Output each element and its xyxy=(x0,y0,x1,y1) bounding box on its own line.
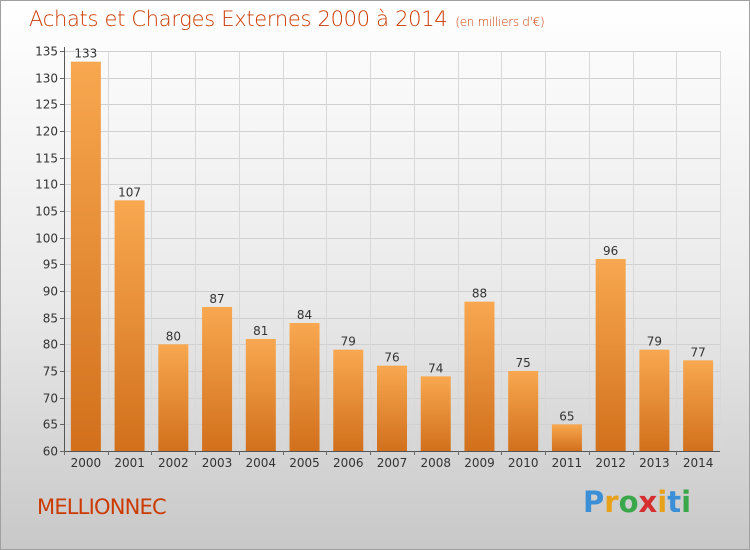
data-label: 75 xyxy=(516,356,531,370)
x-tick-label: 2013 xyxy=(639,456,670,470)
data-label: 79 xyxy=(647,335,662,349)
bar xyxy=(595,259,626,451)
data-labels: 133 107 80 87 81 84 79 76 74 88 75 65 96 79 77 xyxy=(74,47,705,424)
data-label: 65 xyxy=(559,409,574,423)
x-tick-label: 2007 xyxy=(377,456,408,470)
bars xyxy=(70,61,714,452)
y-tick-label: 65 xyxy=(43,418,58,432)
x-tick-label: 2004 xyxy=(246,456,277,470)
bar xyxy=(245,339,276,451)
y-tick-label: 125 xyxy=(35,98,58,112)
data-label: 107 xyxy=(118,185,141,199)
y-tick-label: 90 xyxy=(43,285,58,299)
axes: 60 65 70 75 80 85 90 95 100 105 110 115 120 125 130 135… xyxy=(35,45,720,470)
data-label: 79 xyxy=(341,335,356,349)
x-tick-label: 2008 xyxy=(420,456,451,470)
y-tick-label: 120 xyxy=(35,125,58,139)
x-tick-label: 2006 xyxy=(333,456,364,470)
data-label: 76 xyxy=(384,351,399,365)
data-label: 84 xyxy=(297,308,312,322)
bar xyxy=(639,349,670,451)
data-label: 81 xyxy=(253,324,268,338)
x-tick-label: 2009 xyxy=(464,456,495,470)
x-tick-label: 2005 xyxy=(289,456,320,470)
data-label: 87 xyxy=(209,292,224,306)
bar xyxy=(158,344,189,451)
bar xyxy=(420,376,451,451)
chart-title-text: Achats et Charges Externes 2000 à 2014 xyxy=(29,7,448,31)
data-label: 77 xyxy=(690,345,705,359)
logo-letter: i xyxy=(657,485,668,519)
bar xyxy=(683,360,714,451)
x-tick-label: 2012 xyxy=(595,456,626,470)
x-tick-label: 2014 xyxy=(683,456,714,470)
x-tick-label: 2002 xyxy=(158,456,189,470)
data-label: 74 xyxy=(428,361,443,375)
bar xyxy=(202,307,233,451)
bar xyxy=(377,365,407,451)
logo-letter: x xyxy=(638,485,658,519)
y-tick-label: 60 xyxy=(43,445,58,459)
data-label: 80 xyxy=(166,329,181,343)
x-tick-label: 2000 xyxy=(71,456,102,470)
bar xyxy=(508,371,539,451)
logo-letter: P xyxy=(583,485,605,519)
data-label: 88 xyxy=(472,287,487,301)
bar xyxy=(289,323,320,451)
bar xyxy=(464,301,495,451)
commune-name: MELLIONNEC xyxy=(37,495,167,519)
x-tick-label: 2001 xyxy=(114,456,145,470)
data-label: 133 xyxy=(74,47,97,61)
y-tick-label: 95 xyxy=(43,258,58,272)
chart-title: Achats et Charges Externes 2000 à 2014 (e… xyxy=(29,7,545,31)
x-tick-label: 2010 xyxy=(508,456,539,470)
y-tick-label: 115 xyxy=(35,152,58,166)
bar xyxy=(551,424,582,451)
y-tick-label: 110 xyxy=(35,178,58,192)
y-tick-label: 130 xyxy=(35,72,58,86)
chart-subtitle: (en milliers d'€) xyxy=(455,15,545,29)
proxiti-logo: Proxiti xyxy=(583,485,691,519)
y-tick-label: 105 xyxy=(35,205,58,219)
logo-letter: r xyxy=(604,485,619,519)
y-tick-label: 100 xyxy=(35,232,58,246)
bar xyxy=(333,349,364,451)
y-tick-label: 75 xyxy=(43,365,58,379)
x-tick-label: 2003 xyxy=(202,456,233,470)
logo-letter: t xyxy=(667,485,682,519)
bar xyxy=(70,61,101,452)
bar xyxy=(114,200,145,451)
logo-letter: o xyxy=(618,485,639,519)
y-tick-label: 70 xyxy=(43,392,58,406)
data-label: 96 xyxy=(603,244,618,258)
x-tick-label: 2011 xyxy=(552,456,583,470)
y-tick-label: 80 xyxy=(43,338,58,352)
logo-letter: i xyxy=(681,485,692,519)
y-tick-label: 135 xyxy=(35,45,58,59)
y-tick-label: 85 xyxy=(43,312,58,326)
